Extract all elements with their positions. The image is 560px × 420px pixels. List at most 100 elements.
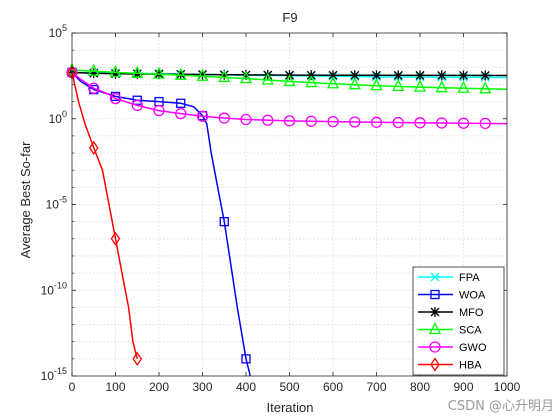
point-sca <box>218 69 231 83</box>
point-gwo <box>131 99 143 112</box>
point-mfo <box>393 70 404 81</box>
point-sca <box>479 81 492 94</box>
y-tick-label: 10-10 <box>41 280 67 297</box>
point-mfo <box>88 68 99 79</box>
x-tick-label: 200 <box>149 380 169 394</box>
legend-marker <box>428 322 442 335</box>
point-gwo <box>349 116 361 128</box>
y-tick-label: 10-15 <box>41 366 67 383</box>
point-sca <box>435 80 448 93</box>
point-hba <box>132 351 143 367</box>
legend-item-fpa: FPA <box>418 272 480 284</box>
point-gwo <box>262 114 274 126</box>
x-tick-label: 300 <box>192 380 212 394</box>
series-line-gwo <box>71 71 508 125</box>
point-gwo <box>283 115 296 127</box>
point-sca <box>326 76 340 89</box>
point-gwo <box>414 117 426 129</box>
point-sca <box>348 77 361 90</box>
x-tick-label: 1000 <box>494 380 521 394</box>
point-gwo <box>436 117 448 129</box>
point-sca <box>370 78 383 91</box>
series-line-hba <box>71 72 139 360</box>
legend-marker <box>430 357 440 372</box>
legend-label: WOA <box>459 290 486 302</box>
legend-label: SCA <box>459 325 482 337</box>
y-tick-label: 105 <box>49 23 67 40</box>
point-mfo <box>197 69 208 80</box>
x-tick-label: 400 <box>236 380 256 394</box>
point-mfo <box>480 70 491 81</box>
series-gwo <box>66 66 508 130</box>
point-mfo <box>436 70 447 81</box>
x-tick-label: 0 <box>69 380 76 394</box>
x-tick-label: 800 <box>410 380 430 394</box>
x-tick-label: 500 <box>279 380 299 394</box>
point-sca <box>131 65 144 78</box>
y-axis-label: Average Best So-far <box>18 141 33 258</box>
point-sca <box>413 79 427 92</box>
x-tick-label: 900 <box>453 380 473 394</box>
point-sca <box>239 71 253 84</box>
x-tick-label: 100 <box>105 380 125 394</box>
point-sca <box>196 68 209 81</box>
legend-label: HBA <box>459 360 482 372</box>
point-mfo <box>415 70 425 81</box>
y-tick-label: 100 <box>49 109 67 126</box>
legend-marker <box>430 307 440 317</box>
point-sca <box>87 63 100 76</box>
point-sca <box>305 75 318 88</box>
legend-label: FPA <box>459 272 480 284</box>
point-gwo <box>218 112 230 124</box>
point-sca <box>152 66 166 79</box>
point-gwo <box>153 104 165 117</box>
point-sca <box>392 78 405 92</box>
point-sca <box>261 72 274 85</box>
point-mfo <box>241 69 251 80</box>
tick-labels: 0 100 200 300 400 500 600 700 800 900 1000 10-15 10-… <box>41 23 521 394</box>
point-sca <box>457 80 470 93</box>
x-tick-label: 700 <box>366 380 386 394</box>
chart-title: F9 <box>282 10 297 25</box>
y-tick-label: 10-5 <box>46 195 67 212</box>
series-layer <box>65 62 508 377</box>
legend-box <box>412 266 505 376</box>
legend-item-mfo: MFO <box>418 307 484 319</box>
point-gwo <box>88 82 100 94</box>
legend-marker <box>429 341 441 353</box>
legend-item-gwo: GWO <box>418 341 487 354</box>
point-woa <box>176 98 186 108</box>
legend: FPA WOA MFO SCA GWO HBA <box>412 266 505 376</box>
legend-marker <box>430 272 440 282</box>
point-gwo <box>196 110 209 122</box>
point-woa <box>241 354 251 364</box>
point-sca <box>283 73 296 87</box>
series-sca <box>65 62 508 94</box>
point-mfo <box>328 70 338 81</box>
legend-item-hba: HBA <box>418 357 482 372</box>
point-mfo <box>110 68 121 79</box>
point-woa <box>219 216 229 227</box>
point-mfo <box>371 70 382 81</box>
grid-lines <box>72 33 507 376</box>
point-mfo <box>175 69 186 80</box>
x-tick-label: 600 <box>323 380 343 394</box>
point-gwo <box>479 117 491 130</box>
legend-label: MFO <box>459 307 484 319</box>
point-gwo <box>457 117 470 129</box>
point-gwo <box>175 107 187 120</box>
point-gwo <box>327 115 339 128</box>
point-gwo <box>370 116 383 128</box>
x-axis-label: Iteration <box>267 400 314 415</box>
watermark: CSDN @心升明月 <box>447 399 554 414</box>
point-mfo <box>349 70 360 81</box>
point-sca <box>109 65 122 78</box>
point-mfo <box>458 70 469 81</box>
legend-label: GWO <box>459 342 487 354</box>
point-gwo <box>305 115 317 127</box>
legend-item-woa: WOA <box>418 290 486 302</box>
point-gwo <box>392 116 404 129</box>
point-woa <box>132 95 142 105</box>
point-hba <box>110 231 121 246</box>
